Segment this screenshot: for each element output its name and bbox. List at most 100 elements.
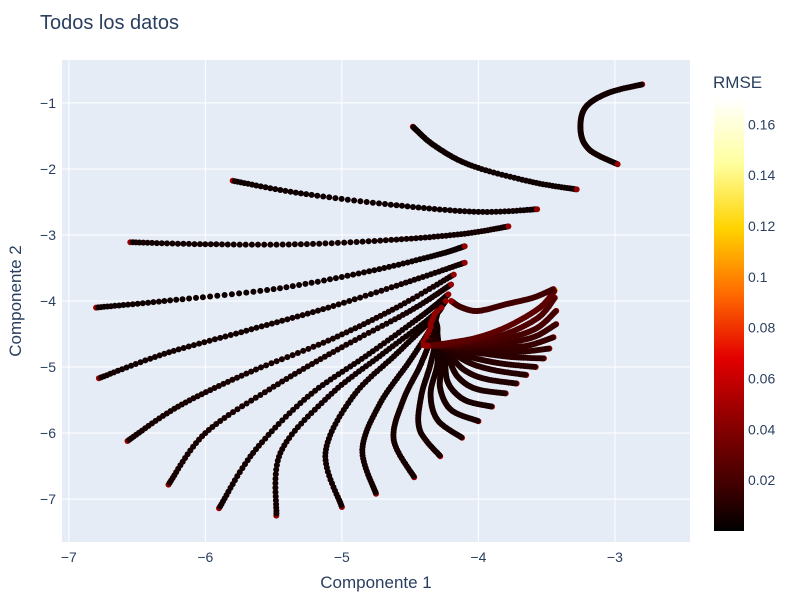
data-point bbox=[167, 297, 174, 304]
data-point bbox=[123, 364, 130, 371]
x-tick-label: −3 bbox=[607, 549, 623, 565]
data-point bbox=[332, 195, 339, 202]
data-point bbox=[190, 342, 197, 349]
data-point bbox=[180, 345, 187, 351]
data-point bbox=[128, 362, 135, 369]
data-point bbox=[229, 376, 236, 383]
data-point bbox=[356, 334, 363, 341]
data-point bbox=[448, 281, 455, 288]
data-point bbox=[222, 333, 229, 340]
y-axis-ticks: −1 −2 −3 −4 −5 −6 −7 bbox=[40, 95, 56, 507]
y-tick-label: −5 bbox=[40, 359, 56, 375]
data-point bbox=[365, 238, 372, 245]
trajectory-series bbox=[409, 123, 580, 193]
data-point bbox=[267, 185, 274, 192]
data-point bbox=[273, 358, 280, 365]
data-point bbox=[175, 346, 182, 353]
colorbar bbox=[714, 99, 744, 531]
data-point bbox=[277, 285, 283, 292]
data-point bbox=[120, 302, 127, 308]
data-point bbox=[479, 208, 486, 215]
y-tick-label: −1 bbox=[40, 95, 56, 111]
data-point bbox=[155, 298, 162, 305]
data-point bbox=[388, 284, 395, 291]
data-point bbox=[330, 303, 337, 309]
data-point bbox=[399, 202, 405, 209]
data-point bbox=[185, 240, 192, 247]
data-point bbox=[398, 236, 405, 243]
data-point bbox=[314, 278, 321, 285]
data-point bbox=[321, 277, 327, 284]
data-point bbox=[236, 290, 243, 297]
data-point bbox=[219, 241, 225, 248]
data-point bbox=[268, 320, 275, 327]
data-point bbox=[270, 286, 277, 293]
data-point bbox=[347, 339, 354, 346]
data-point bbox=[365, 329, 372, 336]
data-point bbox=[315, 307, 321, 314]
data-point bbox=[266, 386, 273, 393]
trajectory-series bbox=[216, 291, 452, 512]
data-point bbox=[272, 480, 279, 487]
data-point bbox=[376, 200, 382, 207]
data-point bbox=[393, 282, 400, 289]
data-point bbox=[294, 313, 301, 320]
data-point bbox=[357, 294, 364, 301]
data-point bbox=[207, 241, 214, 248]
data-point bbox=[201, 339, 208, 346]
data-point bbox=[328, 240, 335, 247]
data-point bbox=[304, 310, 311, 317]
data-point bbox=[236, 241, 243, 248]
data-point bbox=[196, 340, 203, 347]
data-point bbox=[257, 183, 264, 190]
data-point bbox=[238, 329, 245, 336]
data-point bbox=[316, 240, 323, 247]
data-point bbox=[475, 208, 482, 215]
data-point bbox=[450, 271, 457, 278]
data-point bbox=[248, 241, 255, 248]
data-point bbox=[497, 208, 504, 215]
data-point bbox=[310, 240, 316, 247]
data-point bbox=[253, 324, 260, 331]
data-point bbox=[296, 282, 303, 288]
data-point bbox=[390, 262, 397, 269]
x-tick-label: −7 bbox=[61, 549, 77, 565]
data-point bbox=[258, 364, 264, 371]
data-point bbox=[191, 241, 198, 248]
data-point bbox=[398, 281, 405, 288]
data-point bbox=[377, 237, 384, 244]
data-point bbox=[369, 199, 376, 206]
colorbar-tick-label: 0.02 bbox=[748, 472, 775, 488]
data-point bbox=[343, 341, 350, 348]
trajectory-series bbox=[124, 271, 457, 444]
data-point bbox=[272, 489, 279, 496]
data-point bbox=[147, 355, 154, 362]
data-point bbox=[461, 259, 468, 266]
data-point bbox=[325, 337, 332, 344]
data-point bbox=[426, 234, 433, 241]
data-point bbox=[264, 287, 271, 293]
trajectory-series bbox=[95, 259, 468, 382]
data-point bbox=[173, 296, 180, 303]
data-point bbox=[362, 292, 369, 299]
data-point bbox=[253, 182, 260, 189]
data-point bbox=[302, 280, 309, 287]
data-point bbox=[334, 239, 341, 246]
data-point bbox=[408, 235, 415, 242]
data-point bbox=[211, 336, 218, 343]
data-point bbox=[272, 471, 279, 478]
data-point bbox=[279, 317, 286, 324]
data-point bbox=[461, 243, 468, 250]
data-point bbox=[488, 208, 495, 215]
data-point bbox=[424, 342, 431, 349]
data-point bbox=[243, 289, 250, 296]
data-point bbox=[230, 241, 237, 248]
data-point bbox=[573, 186, 580, 193]
data-point bbox=[268, 360, 275, 367]
data-point bbox=[261, 389, 268, 396]
data-point bbox=[239, 403, 246, 410]
data-point bbox=[272, 493, 279, 500]
data-point bbox=[252, 394, 259, 401]
x-axis-ticks: −7 −6 −5 −4 −3 bbox=[61, 549, 623, 565]
data-point bbox=[267, 241, 274, 248]
